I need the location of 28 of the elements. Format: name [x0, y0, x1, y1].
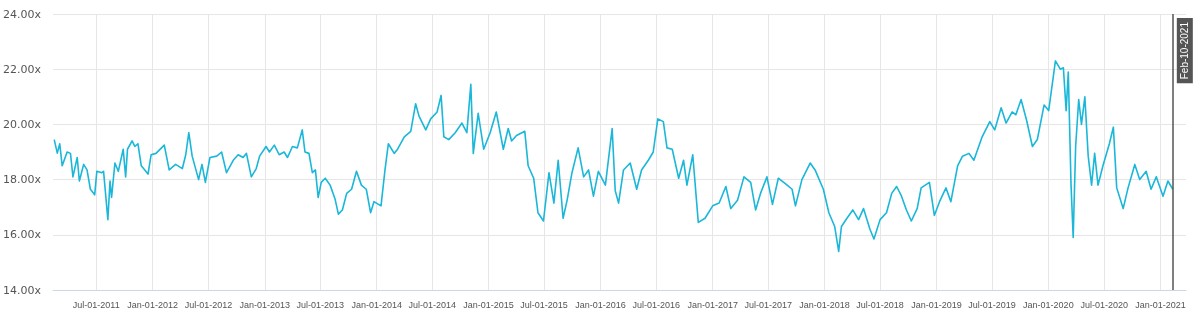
x-tick-label: Jul-01-2016 [632, 299, 681, 310]
x-tick-label: Jul-01-2018 [856, 299, 904, 310]
x-tick-label: Jan-01-2021 [1135, 299, 1186, 310]
x-tick-label: Jul-01-2014 [408, 299, 456, 310]
y-tick-label: 22.00x [2, 62, 42, 76]
x-tick-label: Jul-01-2015 [520, 299, 568, 310]
x-tick-label: Jan-01-2015 [463, 299, 514, 310]
x-tick-label: Jul-01-2013 [296, 299, 345, 310]
x-tick-label: Jul-01-2011 [72, 299, 120, 310]
x-tick-label: Jan-01-2019 [911, 299, 962, 310]
x-tick-label: Jan-01-2014 [351, 299, 402, 310]
y-tick-label: 14.00x [2, 283, 42, 297]
x-tick-label: Jan-01-2018 [799, 299, 850, 310]
y-tick-label: 20.00x [2, 117, 42, 131]
x-tick-label: Jul-01-2019 [968, 299, 1016, 310]
x-tick-label: Jul-01-2017 [744, 299, 792, 310]
line-series [53, 60, 1174, 253]
y-tick-label: 16.00x [2, 228, 42, 242]
x-tick-label: Jan-01-2012 [127, 299, 178, 310]
x-tick-label: Jul-01-2020 [1080, 299, 1128, 310]
x-tick-label: Jan-01-2016 [575, 299, 626, 310]
y-tick-label: 18.00x [2, 173, 42, 187]
x-tick-label: Jan-01-2013 [239, 299, 291, 310]
x-tick-label: Jan-01-2020 [1023, 299, 1074, 310]
y-tick-label: 24.00x [2, 7, 42, 21]
ref-line-label: Feb-10-2021 [1179, 21, 1191, 80]
x-tick-label: Jan-01-2017 [687, 299, 738, 310]
x-tick-label: Jul-01-2012 [184, 299, 233, 310]
